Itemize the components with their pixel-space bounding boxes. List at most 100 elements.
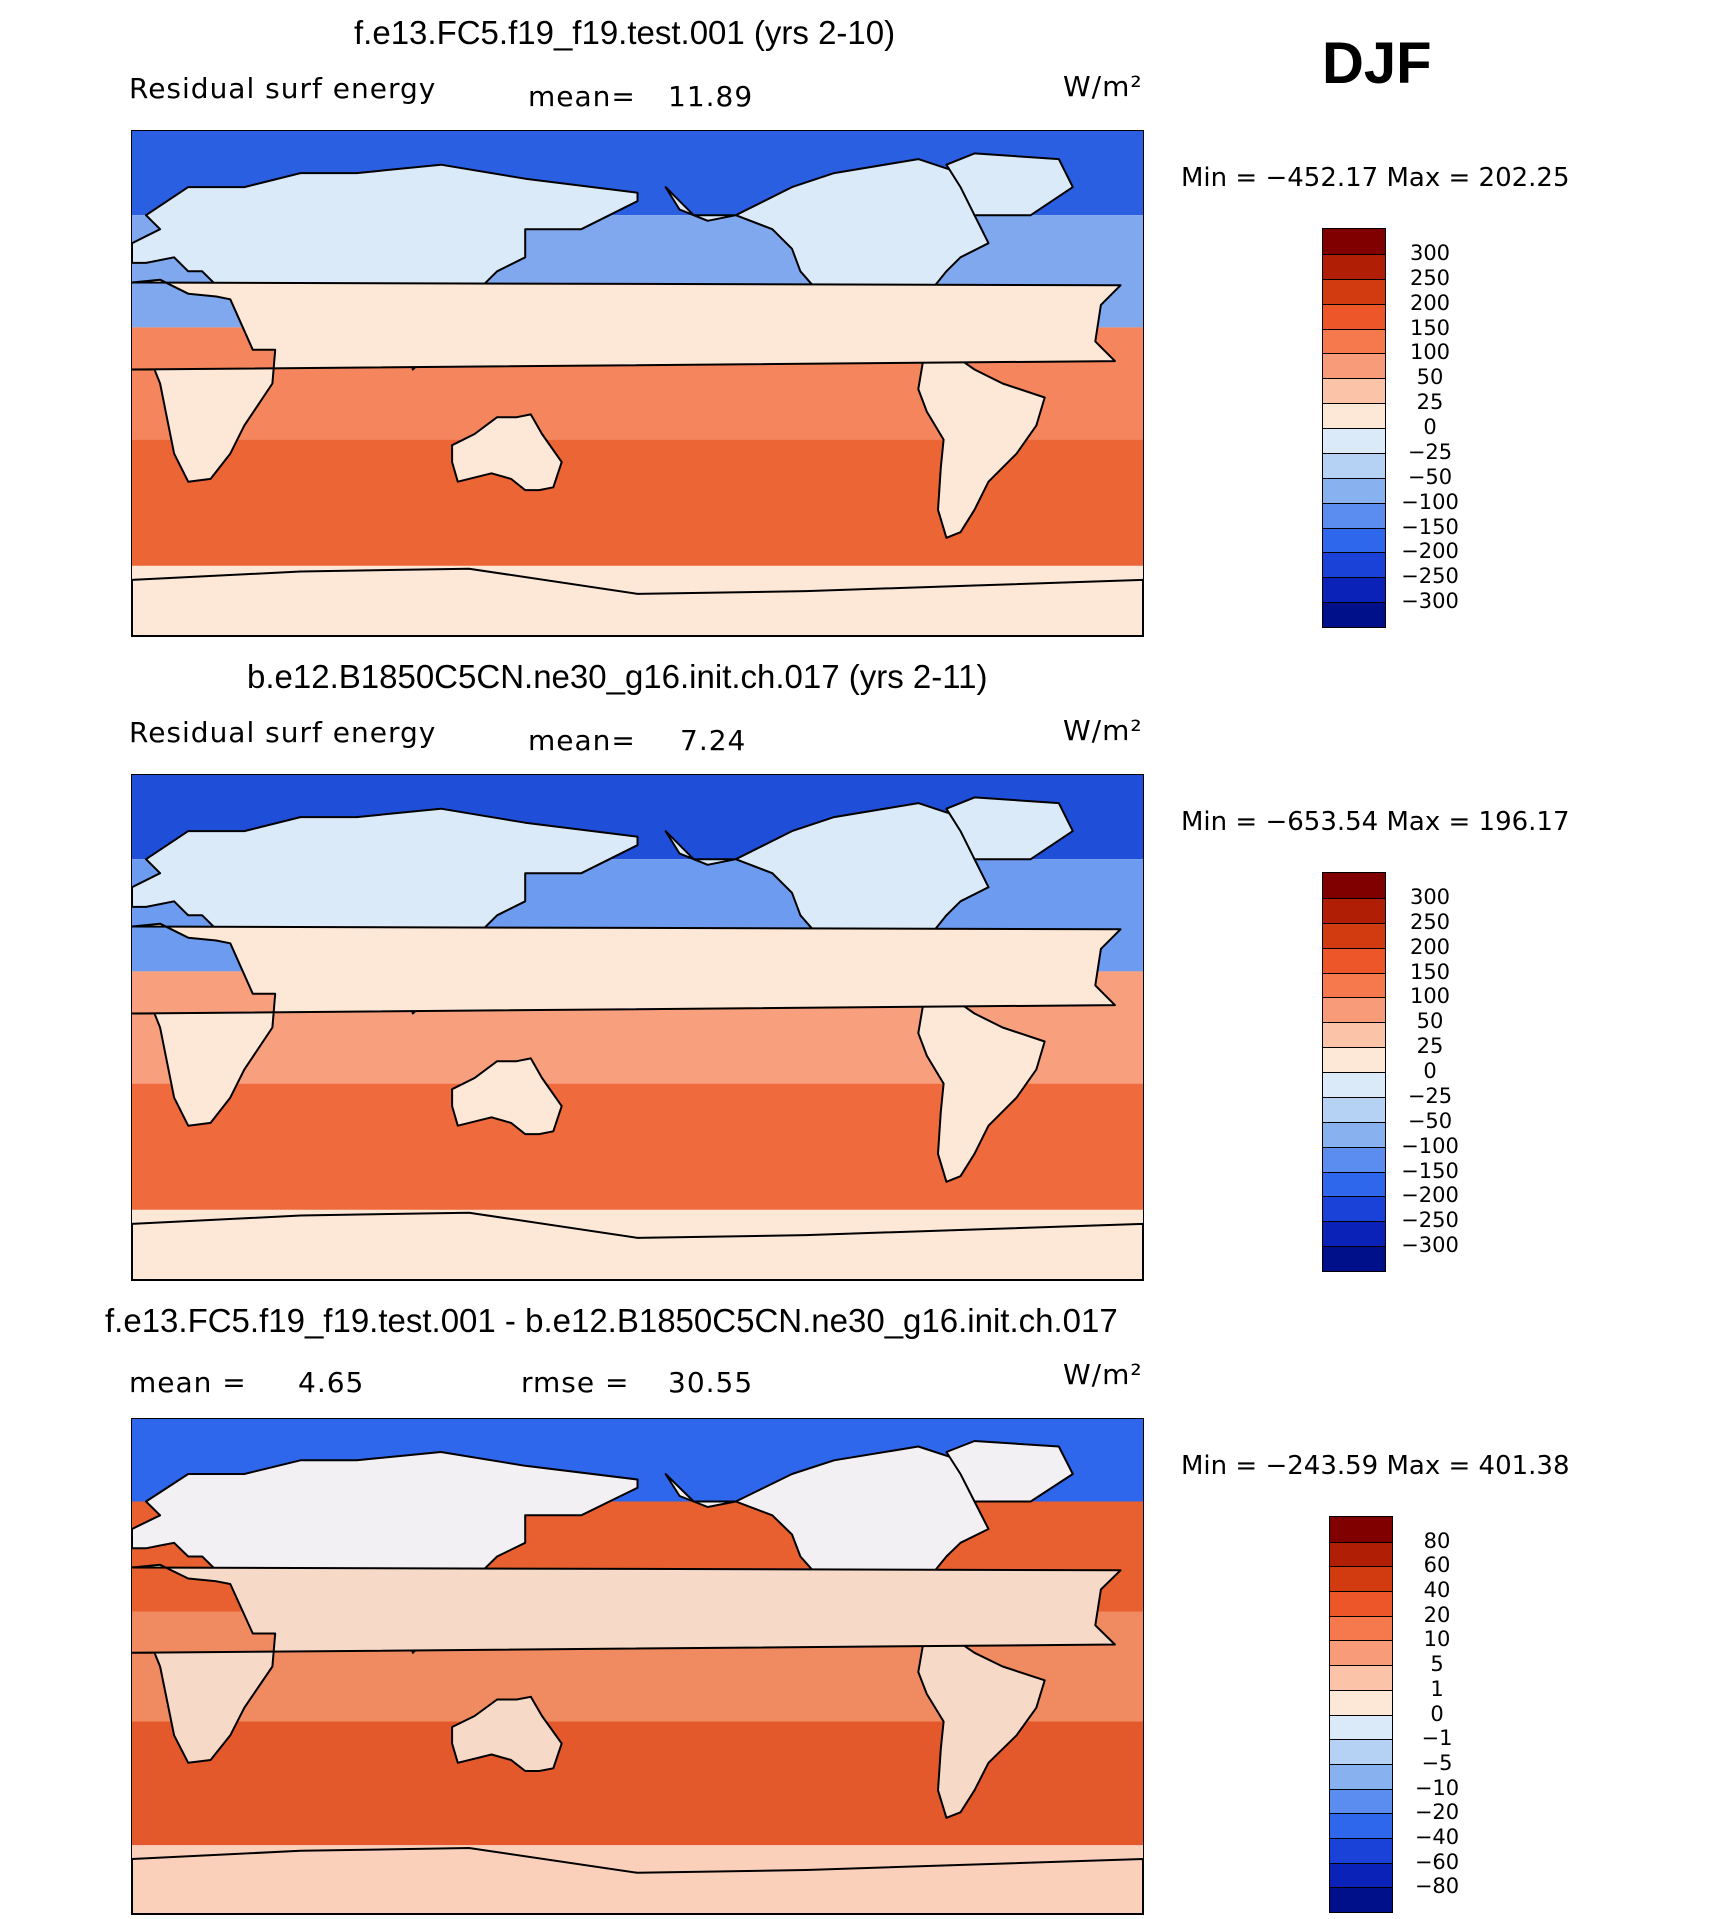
- colorbar-swatch: [1330, 1714, 1392, 1740]
- colorbar-swatch: [1323, 1221, 1385, 1247]
- continent-australia: [451, 1057, 563, 1136]
- colorbar-tick-label: −250: [1401, 1208, 1459, 1233]
- colorbar-swatch: [1330, 1837, 1392, 1863]
- colorbar-swatch: [1323, 502, 1385, 528]
- colorbar-tick-label: −100: [1401, 489, 1459, 514]
- panel-2-title: b.e12.B1850C5CN.ne30_g16.init.ch.017 (yr…: [247, 658, 988, 695]
- colorbar-swatch: [1323, 602, 1385, 627]
- map-canvas: [132, 131, 1143, 636]
- panel-3-rmse-label: rmse =: [521, 1366, 630, 1399]
- panel-2-variable: Residual surf energy: [129, 716, 437, 749]
- panel-2-min-max: Min = −653.54 Max = 196.17: [1181, 807, 1570, 837]
- panel-1-mean-value: 11.89: [668, 80, 754, 113]
- continent-greenland: [945, 796, 1074, 861]
- colorbar-tick-label: 5: [1430, 1652, 1444, 1677]
- colorbar-tick-label: 250: [1409, 265, 1451, 290]
- panel-3-title: f.e13.FC5.f19_f19.test.001 - b.e12.B1850…: [105, 1302, 1118, 1339]
- colorbar-tick-label: 0: [1423, 1059, 1437, 1083]
- colorbar-swatch: [1323, 1047, 1385, 1072]
- colorbar-swatch: [1330, 1689, 1392, 1715]
- continent-australia: [451, 413, 563, 492]
- colorbar-tick-label: −100: [1401, 1133, 1459, 1158]
- colorbar-swatch: [1330, 1517, 1392, 1542]
- colorbar-tick-label: −300: [1401, 1233, 1459, 1258]
- continent-australia: [451, 1695, 563, 1772]
- panel-1-min-max: Min = −452.17 Max = 202.25: [1181, 163, 1570, 193]
- colorbar-swatch: [1330, 1887, 1392, 1912]
- colorbar-swatch: [1330, 1566, 1392, 1592]
- panel-1-title: f.e13.FC5.f19_f19.test.001 (yrs 2-10): [354, 14, 896, 51]
- colorbar-tick-label: 25: [1416, 1034, 1444, 1059]
- map-canvas: [132, 775, 1143, 1280]
- panel-3-min-max: Min = −243.59 Max = 401.38: [1181, 1451, 1570, 1481]
- panel-1-map: [131, 130, 1144, 637]
- panel-1-mean-label: mean=: [528, 80, 636, 113]
- panel-2-colorbar: [1322, 872, 1386, 1272]
- colorbar-swatch: [1323, 1022, 1385, 1048]
- panel-3-rmse-value: 30.55: [668, 1366, 754, 1399]
- colorbar-swatch: [1323, 527, 1385, 553]
- colorbar-tick-label: −1: [1421, 1726, 1453, 1751]
- colorbar-tick-label: −200: [1401, 1183, 1459, 1208]
- colorbar-tick-label: 1: [1430, 1676, 1444, 1701]
- colorbar-tick-label: 40: [1423, 1578, 1451, 1603]
- colorbar-swatch: [1323, 278, 1385, 304]
- panel-2-units: W/m²: [1063, 714, 1143, 747]
- colorbar-swatch: [1330, 1788, 1392, 1814]
- colorbar-swatch: [1330, 1763, 1392, 1789]
- colorbar-tick-label: −250: [1401, 564, 1459, 589]
- colorbar-swatch: [1323, 552, 1385, 578]
- colorbar-tick-label: 150: [1409, 315, 1451, 340]
- colorbar-tick-label: 250: [1409, 909, 1451, 934]
- colorbar-tick-label: −25: [1407, 439, 1453, 464]
- panel-3-mean-label: mean =: [129, 1366, 247, 1399]
- colorbar-swatch: [1323, 577, 1385, 603]
- colorbar-swatch: [1330, 1665, 1392, 1690]
- colorbar-tick-label: 300: [1409, 884, 1451, 909]
- continent-south-america: [917, 348, 1046, 539]
- colorbar-swatch: [1323, 229, 1385, 254]
- colorbar-tick-label: 300: [1409, 240, 1451, 265]
- colorbar-swatch: [1323, 328, 1385, 354]
- continent-south-america: [917, 1632, 1046, 1819]
- colorbar-tick-label: 10: [1423, 1627, 1451, 1652]
- panel-3-mean-value: 4.65: [298, 1366, 365, 1399]
- colorbar-tick-label: −200: [1401, 539, 1459, 564]
- colorbar-swatch: [1330, 1541, 1392, 1567]
- colorbar-tick-label: −40: [1414, 1824, 1460, 1849]
- colorbar-swatch: [1323, 997, 1385, 1023]
- continent-antarctica: [132, 567, 1143, 636]
- colorbar-swatch: [1323, 403, 1385, 428]
- panel-3-units: W/m²: [1063, 1358, 1143, 1391]
- continent-greenland: [945, 152, 1074, 217]
- colorbar-tick-label: 100: [1409, 340, 1451, 365]
- colorbar-swatch: [1330, 1813, 1392, 1838]
- season-label: DJF: [1322, 31, 1432, 96]
- colorbar-tick-label: −150: [1401, 514, 1459, 539]
- panel-1-variable: Residual surf energy: [129, 72, 437, 105]
- colorbar-tick-label: 50: [1416, 1009, 1444, 1034]
- panel-1-colorbar: [1322, 228, 1386, 628]
- colorbar-tick-label: 80: [1423, 1528, 1451, 1553]
- colorbar-swatch: [1323, 353, 1385, 379]
- colorbar-swatch: [1323, 1146, 1385, 1172]
- continent-antarctica: [132, 1847, 1143, 1914]
- colorbar-tick-label: −150: [1401, 1158, 1459, 1183]
- continent-africa: [132, 922, 1122, 1127]
- colorbar-tick-label: −25: [1407, 1083, 1453, 1108]
- colorbar-swatch: [1323, 1121, 1385, 1147]
- colorbar-tick-label: −300: [1401, 589, 1459, 614]
- colorbar-tick-label: 100: [1409, 984, 1451, 1009]
- colorbar-swatch: [1323, 253, 1385, 279]
- panel-1-units: W/m²: [1063, 70, 1143, 103]
- continent-south-america: [917, 992, 1046, 1183]
- colorbar-swatch: [1323, 477, 1385, 503]
- continent-africa: [132, 1563, 1122, 1764]
- colorbar-swatch: [1323, 897, 1385, 923]
- colorbar-swatch: [1330, 1739, 1392, 1764]
- colorbar-swatch: [1330, 1862, 1392, 1888]
- continent-africa: [132, 278, 1122, 483]
- panel-2-mean-value: 7.24: [680, 724, 747, 757]
- colorbar-swatch: [1323, 947, 1385, 973]
- colorbar-tick-label: −50: [1407, 1108, 1453, 1133]
